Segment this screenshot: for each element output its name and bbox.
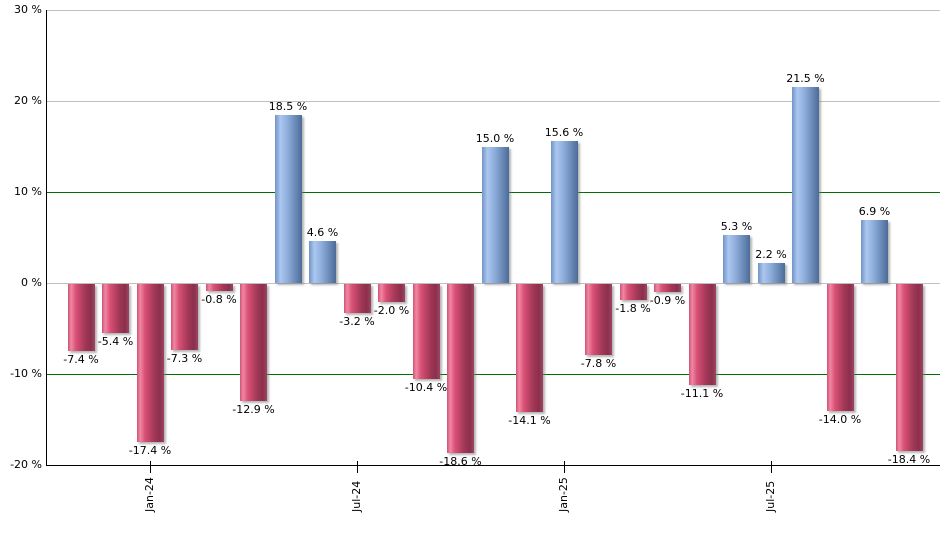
bar-value-label: 2.2 % — [755, 247, 787, 261]
x-axis-line — [46, 465, 940, 466]
y-axis-tick-label: 0 % — [21, 276, 42, 289]
bar-value-label: 5.3 % — [720, 219, 753, 233]
bar-value-label: -18.4 % — [887, 453, 931, 467]
y-axis-tick-label: 30 % — [14, 3, 42, 16]
x-axis-tick — [564, 461, 565, 473]
bar — [516, 284, 543, 413]
bar — [861, 220, 888, 283]
y-axis-tick-label: -10 % — [10, 367, 42, 380]
bar-value-label: -12.9 % — [232, 403, 275, 417]
bar — [723, 234, 750, 283]
bar-value-label: -7.4 % — [63, 353, 99, 367]
bar — [654, 284, 681, 293]
bar-value-label: -7.3 % — [166, 352, 203, 366]
bar-value-label: -0.9 % — [649, 294, 686, 308]
bar-value-label: -18.6 % — [439, 455, 482, 469]
plot-area: -7.4 % -5.4 % -17.4 % -7.3 % -0.8 % -12.9 % 18… — [47, 10, 940, 469]
bar — [757, 262, 785, 283]
bar — [205, 284, 233, 292]
bar — [67, 284, 95, 352]
bar — [343, 284, 371, 314]
bar-value-label: 21.5 % — [786, 72, 825, 86]
bar-value-label: -5.4 % — [97, 335, 134, 349]
bar — [274, 114, 302, 283]
bar-value-label: -7.8 % — [580, 356, 617, 370]
x-axis-tick-label: Jul-25 — [764, 480, 777, 512]
bar — [619, 284, 647, 301]
y-axis-tick-label: 10 % — [14, 185, 42, 198]
bar — [447, 284, 474, 454]
gridline — [47, 101, 940, 102]
bar — [550, 141, 578, 283]
bar — [171, 284, 198, 351]
gridline — [47, 283, 940, 284]
bar-value-label: -14.0 % — [818, 413, 862, 427]
bar — [481, 146, 509, 283]
y-axis-line — [46, 10, 47, 466]
x-axis-tick — [150, 461, 151, 473]
bar — [378, 284, 405, 303]
y-axis-tick-label: 20 % — [14, 94, 42, 107]
bar-value-label: -0.8 % — [201, 293, 237, 307]
bar-value-label: -1.8 % — [615, 302, 651, 316]
gridline — [47, 10, 940, 11]
bar — [412, 284, 440, 379]
bar-value-label: -3.2 % — [339, 315, 375, 329]
bar-value-label: -2.0 % — [373, 304, 410, 318]
x-axis-tick — [771, 461, 772, 473]
bar-value-label: 18.5 % — [268, 99, 308, 113]
bar — [240, 284, 267, 402]
x-axis-tick-label: Jan-25 — [557, 477, 570, 512]
bar-value-label: -10.4 % — [404, 380, 448, 394]
gridline — [47, 374, 940, 375]
bar — [826, 284, 854, 412]
bar-value-label: 15.0 % — [475, 131, 515, 145]
bar-value-label: -11.1 % — [680, 387, 724, 400]
bar — [688, 284, 716, 385]
bar-value-label: 4.6 % — [306, 226, 339, 240]
x-axis-tick — [357, 461, 358, 473]
bar — [585, 284, 612, 355]
y-axis-tick-label: -20 % — [10, 458, 42, 471]
bar-value-label: 15.6 % — [544, 126, 584, 140]
bar — [792, 87, 819, 283]
bar-value-label: -14.1 % — [508, 414, 551, 428]
x-axis-tick-label: Jan-24 — [143, 477, 156, 512]
bar-value-label: 6.9 % — [858, 205, 891, 219]
bar — [136, 284, 164, 443]
bar — [102, 284, 129, 334]
bar — [895, 284, 923, 452]
bar — [309, 241, 336, 283]
bar-value-label: -17.4 % — [128, 444, 172, 458]
x-axis-tick-label: Jul-24 — [350, 480, 363, 512]
